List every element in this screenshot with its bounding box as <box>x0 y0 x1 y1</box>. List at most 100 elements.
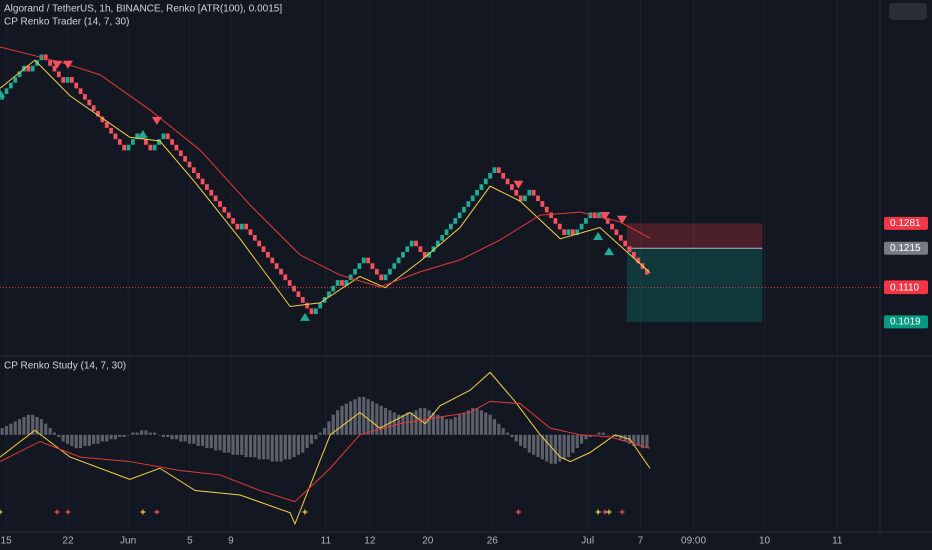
renko-brick <box>226 212 231 219</box>
sell-signal <box>62 60 73 69</box>
renko-brick <box>13 77 18 83</box>
histogram-bar <box>614 434 619 438</box>
renko-brick <box>61 77 66 83</box>
renko-brick <box>65 77 70 83</box>
renko-brick <box>30 65 35 72</box>
histogram-bar <box>9 423 13 435</box>
histogram-bar <box>436 414 440 435</box>
histogram-bar <box>523 434 527 449</box>
renko-brick <box>296 291 301 298</box>
histogram-bar <box>109 434 113 440</box>
histogram-bar <box>427 410 431 435</box>
renko-brick <box>48 60 52 66</box>
buy-signal <box>593 232 604 241</box>
histogram-bar <box>549 434 553 464</box>
renko-brick <box>200 178 205 185</box>
signal-marker <box>606 509 612 515</box>
x-tick-label: 15 <box>1 536 13 547</box>
renko-brick <box>414 240 418 247</box>
renko-brick <box>318 302 323 309</box>
renko-brick <box>383 274 388 281</box>
histogram-bar <box>309 434 314 444</box>
renko-brick <box>431 246 436 252</box>
renko-brick <box>396 257 401 264</box>
renko-brick <box>427 251 431 258</box>
histogram-bar <box>488 414 492 435</box>
histogram-bar <box>370 401 375 435</box>
renko-brick <box>135 133 140 140</box>
histogram-bar <box>244 434 248 458</box>
histogram-bar <box>344 403 348 435</box>
renko-brick <box>348 274 353 281</box>
renko-brick <box>588 212 593 219</box>
histogram-bar <box>418 408 422 435</box>
histogram-bar <box>131 432 135 435</box>
histogram-bar <box>96 434 100 444</box>
renko-brick <box>488 172 492 179</box>
renko-brick <box>344 280 349 286</box>
price-label-box <box>884 315 928 329</box>
renko-brick <box>388 268 392 275</box>
histogram-bar <box>57 434 61 438</box>
histogram-bar <box>266 434 270 460</box>
renko-brick <box>327 291 331 298</box>
target-zone <box>626 248 763 322</box>
renko-brick <box>557 223 562 230</box>
renko-brick <box>357 263 362 269</box>
price-label: 0.1110 <box>890 282 920 293</box>
renko-brick <box>218 201 222 207</box>
signal-marker <box>515 509 521 515</box>
histogram-bar <box>240 434 244 455</box>
renko-brick <box>549 212 553 219</box>
histogram-bar <box>340 405 344 435</box>
renko-brick <box>510 184 514 190</box>
stop-zone <box>626 223 763 249</box>
renko-brick <box>109 127 113 134</box>
renko-brick <box>209 189 214 196</box>
histogram-bar <box>205 434 209 449</box>
renko-brick <box>144 139 148 145</box>
histogram-bar <box>484 412 488 435</box>
settings-button[interactable] <box>889 3 927 20</box>
indicator-line <box>0 371 651 526</box>
x-tick-label: 12 <box>364 536 376 547</box>
renko-brick <box>17 71 22 78</box>
renko-brick <box>117 139 122 145</box>
histogram-bar <box>375 403 379 435</box>
renko-brick <box>91 105 96 111</box>
histogram-bar <box>593 434 597 436</box>
histogram-bar <box>126 434 131 436</box>
histogram-bar <box>527 434 531 453</box>
renko-brick <box>104 122 109 128</box>
histogram-bar <box>540 434 544 460</box>
renko-brick <box>531 189 536 196</box>
renko-brick <box>248 229 253 236</box>
histogram-bar <box>423 408 427 435</box>
renko-brick <box>213 195 218 202</box>
renko-brick <box>126 144 131 151</box>
histogram-bar <box>383 408 388 435</box>
signal-marker <box>595 509 601 515</box>
renko-brick <box>527 189 532 196</box>
renko-brick <box>614 229 619 236</box>
histogram-bar <box>558 434 562 462</box>
histogram-bar <box>183 434 187 442</box>
histogram-bar <box>105 434 109 442</box>
renko-brick <box>257 240 262 247</box>
renko-brick <box>610 223 614 230</box>
histogram-bar <box>192 434 196 444</box>
sell-signal <box>617 215 628 224</box>
price-label: 0.1019 <box>890 317 921 328</box>
histogram-bar <box>505 432 510 435</box>
histogram-bar <box>571 434 575 453</box>
histogram-bar <box>566 434 571 458</box>
x-tick-label: 20 <box>422 536 434 547</box>
histogram-bar <box>318 432 322 435</box>
histogram-bar <box>227 434 231 453</box>
renko-brick <box>636 257 641 264</box>
histogram-bar <box>31 414 35 435</box>
renko-brick <box>370 263 375 269</box>
histogram-bar <box>492 419 497 435</box>
histogram-bar <box>48 428 52 435</box>
